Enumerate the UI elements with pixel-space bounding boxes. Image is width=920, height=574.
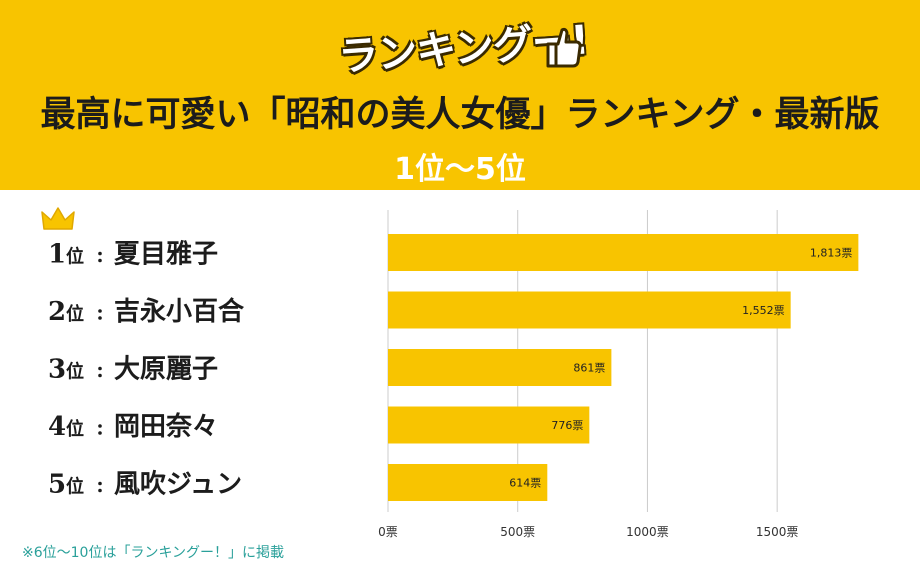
bar-value-label: 1,813票 [810, 247, 853, 260]
ranking-bar-chart: 0票 500票 1000票 1500票1,813票1 位夏目雅子1,552票2 位吉永小百… [41, 207, 859, 539]
x-tick-label: 0票 [378, 525, 398, 539]
rank-suffix: 位 [66, 418, 84, 440]
rank-suffix: 位 [66, 476, 84, 498]
bar-value-label: 776票 [551, 419, 583, 432]
rank-number: 4 [48, 412, 66, 442]
category-label: 大原麗子 [114, 355, 218, 385]
bar [388, 234, 859, 271]
rank-suffix: 位 [66, 361, 84, 383]
rank-number: 2 [48, 297, 66, 327]
category-label: 吉永小百合 [114, 296, 245, 327]
rank-colon [98, 309, 102, 313]
x-tick-label: 500票 [500, 525, 535, 539]
rank-colon [98, 431, 102, 435]
rank-number: 1 [48, 240, 66, 270]
rank-colon [98, 316, 102, 320]
rank-colon [98, 373, 102, 378]
rank-number: 3 [48, 355, 66, 385]
bar [388, 464, 548, 501]
bar [388, 349, 612, 386]
rank-colon [98, 481, 102, 486]
rank-colon [98, 424, 102, 428]
crown-icon [41, 207, 75, 230]
rank-colon [98, 488, 102, 493]
header-banner: ランキングー! 最高に可愛い「昭和の美人女優」ランキング・最新版 1位〜5位 [0, 0, 920, 190]
footer-note: ※6位〜10位は「ランキングー！」に掲載 [22, 545, 285, 561]
ranking-logo: ランキングー! [330, 12, 590, 80]
bar-value-label: 614票 [509, 477, 541, 490]
category-label: 風吹ジュン [114, 470, 242, 500]
rank-colon [98, 366, 102, 371]
x-tick-label: 1500票 [756, 525, 799, 539]
category-label: 岡田奈々 [114, 412, 218, 442]
thumbs-up-icon [546, 27, 582, 68]
page-title: 最高に可愛い「昭和の美人女優」ランキング・最新版 [40, 95, 880, 135]
rank-suffix: 位 [66, 246, 84, 268]
page-subtitle: 1位〜5位 [394, 152, 526, 187]
bar [388, 406, 590, 444]
rank-number: 5 [48, 470, 66, 500]
bar-value-label: 861票 [573, 362, 605, 375]
x-tick-label: 1000票 [626, 525, 669, 539]
category-label: 夏目雅子 [114, 240, 218, 270]
bar [388, 291, 791, 329]
rank-colon [98, 258, 102, 263]
bar-value-label: 1,552票 [742, 304, 785, 317]
rank-suffix: 位 [66, 303, 84, 325]
rank-colon [98, 251, 102, 256]
